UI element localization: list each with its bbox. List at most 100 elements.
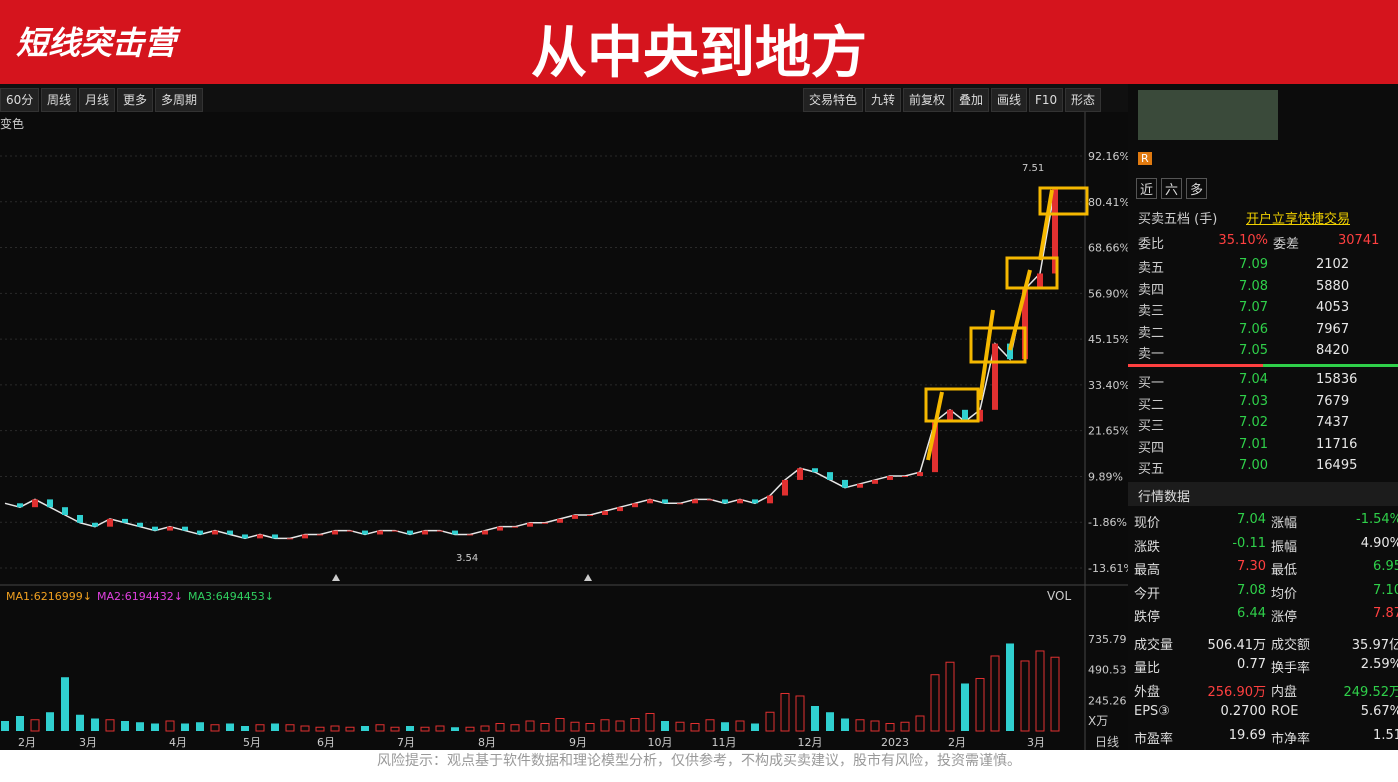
value: 6.95 bbox=[1373, 559, 1398, 574]
value: 4.90% bbox=[1360, 535, 1398, 551]
volume-bar bbox=[915, 715, 925, 732]
label: 委比 bbox=[1138, 237, 1165, 252]
price-line bbox=[4, 187, 1056, 540]
candle bbox=[602, 511, 608, 515]
amount: 16495 bbox=[1316, 458, 1358, 473]
label: 量比 bbox=[1134, 661, 1161, 676]
amount: 15836 bbox=[1316, 372, 1358, 387]
ma-legend: MA1:6216999↓ bbox=[6, 590, 92, 603]
candle bbox=[377, 530, 383, 535]
volume-bar bbox=[136, 722, 144, 731]
label: 卖四 bbox=[1138, 282, 1165, 298]
y-tick-label: 92.16% bbox=[1088, 150, 1128, 163]
label: ROE bbox=[1271, 704, 1299, 719]
book-link[interactable]: 开户立享快捷交易 bbox=[1246, 212, 1351, 227]
toolbar-button[interactable]: 60分 bbox=[0, 88, 40, 112]
candle bbox=[1037, 273, 1043, 290]
highlight-box bbox=[924, 387, 980, 423]
toolbar-button[interactable]: 月线 bbox=[79, 88, 116, 112]
side-panel: R 近六多买卖五档 (手) 开户立享快捷交易 委比 35.10% 委差 30741 卖五 7.0… bbox=[1128, 84, 1398, 750]
separator bbox=[1263, 364, 1398, 367]
value: 0.77 bbox=[1237, 657, 1266, 672]
toolbar-button[interactable]: 前复权 bbox=[903, 88, 952, 112]
y-tick-label: -13.61% bbox=[1088, 562, 1128, 575]
candle bbox=[302, 534, 308, 539]
candle bbox=[872, 479, 878, 484]
candle bbox=[512, 526, 518, 528]
candle bbox=[47, 499, 53, 508]
candle bbox=[1022, 289, 1028, 360]
tab[interactable]: 多 bbox=[1186, 178, 1208, 199]
candle bbox=[572, 514, 578, 519]
value: 249.52万 bbox=[1343, 684, 1398, 700]
toolbar-button[interactable]: 交易特色 bbox=[803, 88, 864, 112]
marker bbox=[584, 574, 592, 581]
amount: 7437 bbox=[1316, 415, 1350, 430]
candle bbox=[422, 530, 428, 535]
candle bbox=[452, 530, 458, 535]
marker bbox=[332, 574, 340, 581]
toolbar-button[interactable]: 周线 bbox=[41, 88, 78, 112]
toolbar-button[interactable]: 叠加 bbox=[953, 88, 990, 112]
price: 7.01 bbox=[1239, 436, 1268, 452]
toolbar-button[interactable]: 更多 bbox=[117, 88, 154, 112]
toolbar-button[interactable]: F10 bbox=[1029, 88, 1064, 112]
x-tick-label: 7月 bbox=[397, 736, 415, 749]
candle bbox=[497, 526, 503, 531]
y-tick-label: 490.53 bbox=[1088, 664, 1127, 677]
volume-bar bbox=[930, 674, 940, 732]
volume-bar bbox=[406, 725, 414, 731]
volume-bar bbox=[196, 722, 204, 731]
toolbar-button[interactable]: 九转 bbox=[865, 88, 902, 112]
price: 7.05 bbox=[1239, 343, 1268, 358]
low-label: 3.54 bbox=[456, 553, 478, 564]
candle bbox=[647, 499, 653, 504]
toolbar-button[interactable]: 形态 bbox=[1065, 88, 1102, 112]
candle bbox=[632, 503, 638, 508]
x-tick-label: 2月 bbox=[948, 736, 966, 749]
candle bbox=[707, 499, 713, 501]
candle bbox=[917, 472, 923, 477]
candle bbox=[797, 468, 803, 480]
highlight-box bbox=[969, 326, 1027, 364]
volume-bar bbox=[661, 720, 669, 731]
tab[interactable]: 近 bbox=[1136, 178, 1158, 199]
candle bbox=[17, 503, 23, 508]
volume-bar bbox=[540, 722, 550, 732]
volume-bar bbox=[1050, 656, 1060, 732]
label: 卖五 bbox=[1138, 261, 1165, 276]
volume-bar bbox=[151, 723, 159, 731]
volume-bar bbox=[1020, 660, 1030, 732]
quote-title: 行情数据 bbox=[1138, 490, 1191, 505]
candle bbox=[947, 409, 953, 422]
candle bbox=[227, 530, 233, 535]
value: 2.59% bbox=[1360, 657, 1398, 672]
x-tick-label: 2月 bbox=[18, 736, 36, 749]
candle bbox=[137, 522, 143, 527]
label: 最低 bbox=[1271, 563, 1298, 578]
toolbar-button[interactable]: 画线 bbox=[991, 88, 1028, 112]
amount: 7679 bbox=[1316, 393, 1350, 409]
volume-bar bbox=[255, 724, 265, 732]
label: 市盈率 bbox=[1134, 731, 1174, 747]
price: 7.02 bbox=[1239, 415, 1268, 430]
value: -0.11 bbox=[1232, 535, 1266, 551]
tab[interactable]: 六 bbox=[1161, 178, 1183, 199]
candle bbox=[662, 499, 668, 504]
volume-bar bbox=[811, 705, 819, 731]
ma-legend: MA3:6494453↓ bbox=[188, 590, 274, 603]
y-tick-label: 33.40% bbox=[1088, 379, 1128, 392]
x-tick-label: 6月 bbox=[317, 736, 335, 749]
toolbar-button[interactable]: 多周期 bbox=[155, 88, 204, 112]
volume-bar bbox=[900, 721, 910, 732]
volume-bar bbox=[480, 725, 490, 732]
header-title: 从中央到地方 bbox=[531, 21, 867, 86]
y-tick-label: 245.26 bbox=[1088, 694, 1127, 707]
label: 振幅 bbox=[1271, 539, 1298, 555]
volume-bar bbox=[16, 715, 24, 731]
candle bbox=[542, 522, 548, 524]
value: 35.10% bbox=[1218, 233, 1268, 248]
volume-bar bbox=[826, 712, 834, 731]
volume-bar bbox=[990, 655, 1000, 732]
volume-bar bbox=[30, 719, 40, 732]
